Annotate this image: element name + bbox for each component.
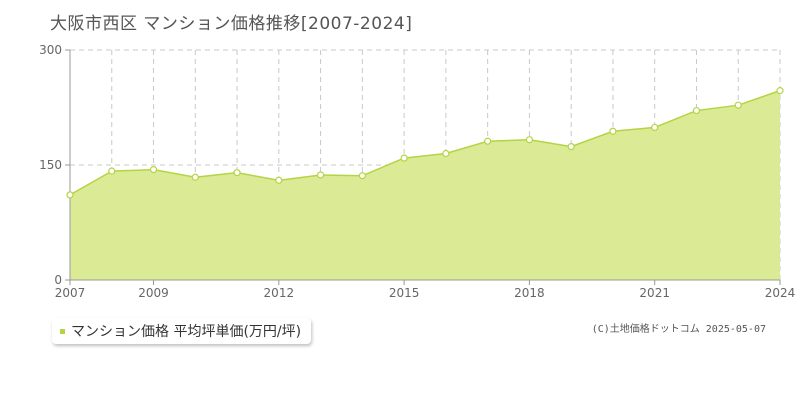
data-point (609, 127, 617, 135)
data-point (275, 176, 283, 184)
axes (65, 49, 781, 285)
x-tick-label: 2007 (55, 286, 86, 300)
credit-text: (C)土地価格ドットコム 2025-05-07 (591, 324, 766, 335)
x-tick-label: 2015 (389, 286, 420, 300)
x-tick-label: 2021 (639, 286, 670, 300)
legend-label: マンション価格 平均坪単価(万円/坪) (71, 324, 302, 340)
series-area (69, 89, 781, 280)
data-point (108, 167, 116, 175)
data-point (358, 172, 366, 180)
x-tick-label: 2012 (264, 286, 295, 300)
data-point (400, 154, 408, 162)
x-tick-label: 2009 (138, 286, 169, 300)
data-point (149, 166, 158, 174)
data-point (191, 173, 199, 181)
data-point (233, 169, 241, 177)
y-tick-label: 300 (39, 43, 62, 57)
data-point (692, 106, 701, 115)
series-fill (70, 90, 780, 280)
data-point (567, 143, 575, 151)
data-point (734, 101, 742, 109)
legend-swatch-icon (60, 328, 65, 334)
data-points (66, 87, 784, 199)
data-point (484, 137, 492, 145)
data-point (442, 149, 450, 158)
y-tick-label: 0 (54, 273, 62, 287)
series-line (69, 89, 781, 196)
x-tick-label: 2018 (514, 286, 545, 300)
tick-labels: 0 150 300 2007 2009 2012 2015 2018 2021 2024 (39, 43, 795, 300)
x-tick-label: 2024 (765, 286, 796, 300)
data-point (525, 136, 534, 144)
data-point (776, 87, 784, 95)
y-tick-label: 150 (39, 158, 62, 172)
chart-title: 大阪市西区 マンション価格推移[2007-2024] (50, 14, 413, 34)
legend: マンション価格 平均坪単価(万円/坪) (52, 318, 312, 344)
data-point (651, 123, 659, 132)
data-point (316, 171, 325, 179)
data-point (66, 191, 74, 199)
